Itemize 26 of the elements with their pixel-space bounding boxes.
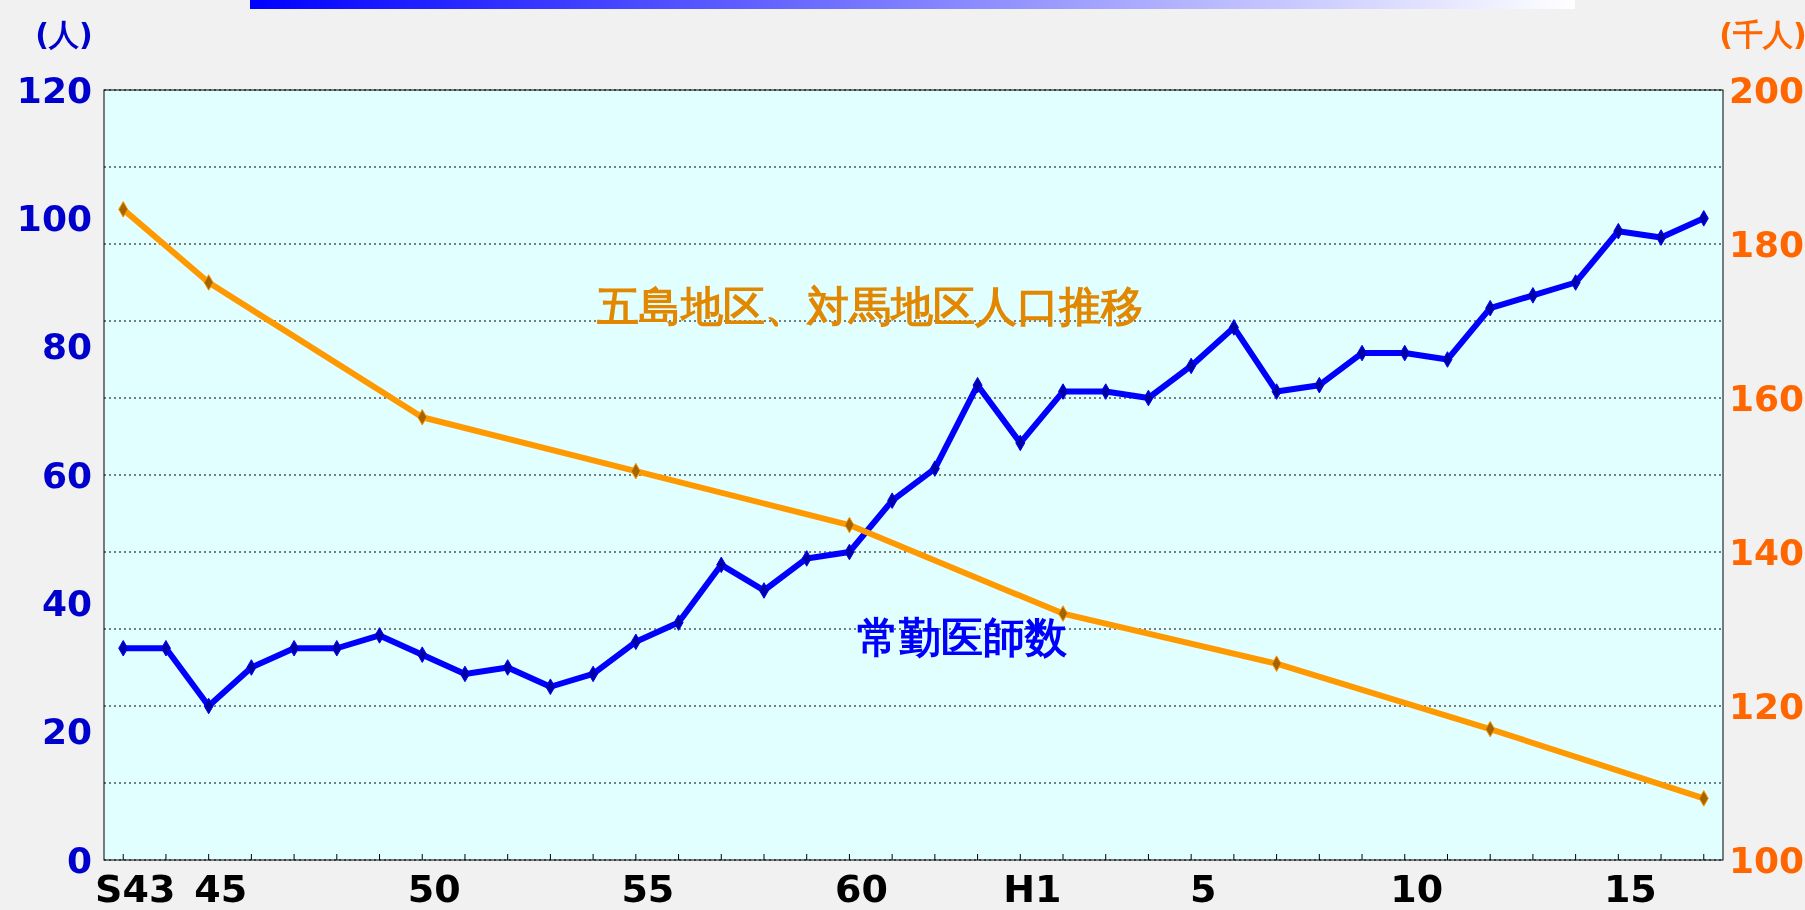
y-tick-label: 120 xyxy=(16,69,92,111)
x-tick-label: 15 xyxy=(1603,867,1657,910)
x-tick-label: 60 xyxy=(834,867,888,910)
y2-tick-label: 180 xyxy=(1729,223,1805,265)
y-tick-label: 80 xyxy=(41,326,92,368)
x-tick-label: 5 xyxy=(1189,867,1217,910)
y2-tick-label: 140 xyxy=(1729,531,1805,573)
y2-tick-label: 200 xyxy=(1729,69,1805,111)
x-tick-label: 45 xyxy=(194,867,248,910)
x-tick-label: H1 xyxy=(1003,867,1062,910)
text: 五島地区、対馬地区人口推移 xyxy=(595,282,1143,331)
y2-tick-label: 120 xyxy=(1729,685,1805,727)
x-tick-label: 10 xyxy=(1390,867,1444,910)
x-tick-label: 50 xyxy=(407,867,461,910)
y2-tick-label: 100 xyxy=(1729,839,1805,881)
y-tick-label: 20 xyxy=(41,711,92,753)
x-tick-label: 55 xyxy=(621,867,675,910)
y-tick-label: 40 xyxy=(41,582,92,624)
y2-axis-title: (千人) xyxy=(1719,17,1805,52)
y-axis-title: (人) xyxy=(35,17,93,52)
x-tick-label: S43 xyxy=(95,867,176,910)
y2-tick-label: 160 xyxy=(1729,377,1805,419)
series-label: 常勤医師数 xyxy=(857,613,1069,663)
y-tick-label: 100 xyxy=(16,197,92,239)
y-tick-label: 60 xyxy=(41,454,92,496)
y-tick-label: 0 xyxy=(66,839,92,881)
